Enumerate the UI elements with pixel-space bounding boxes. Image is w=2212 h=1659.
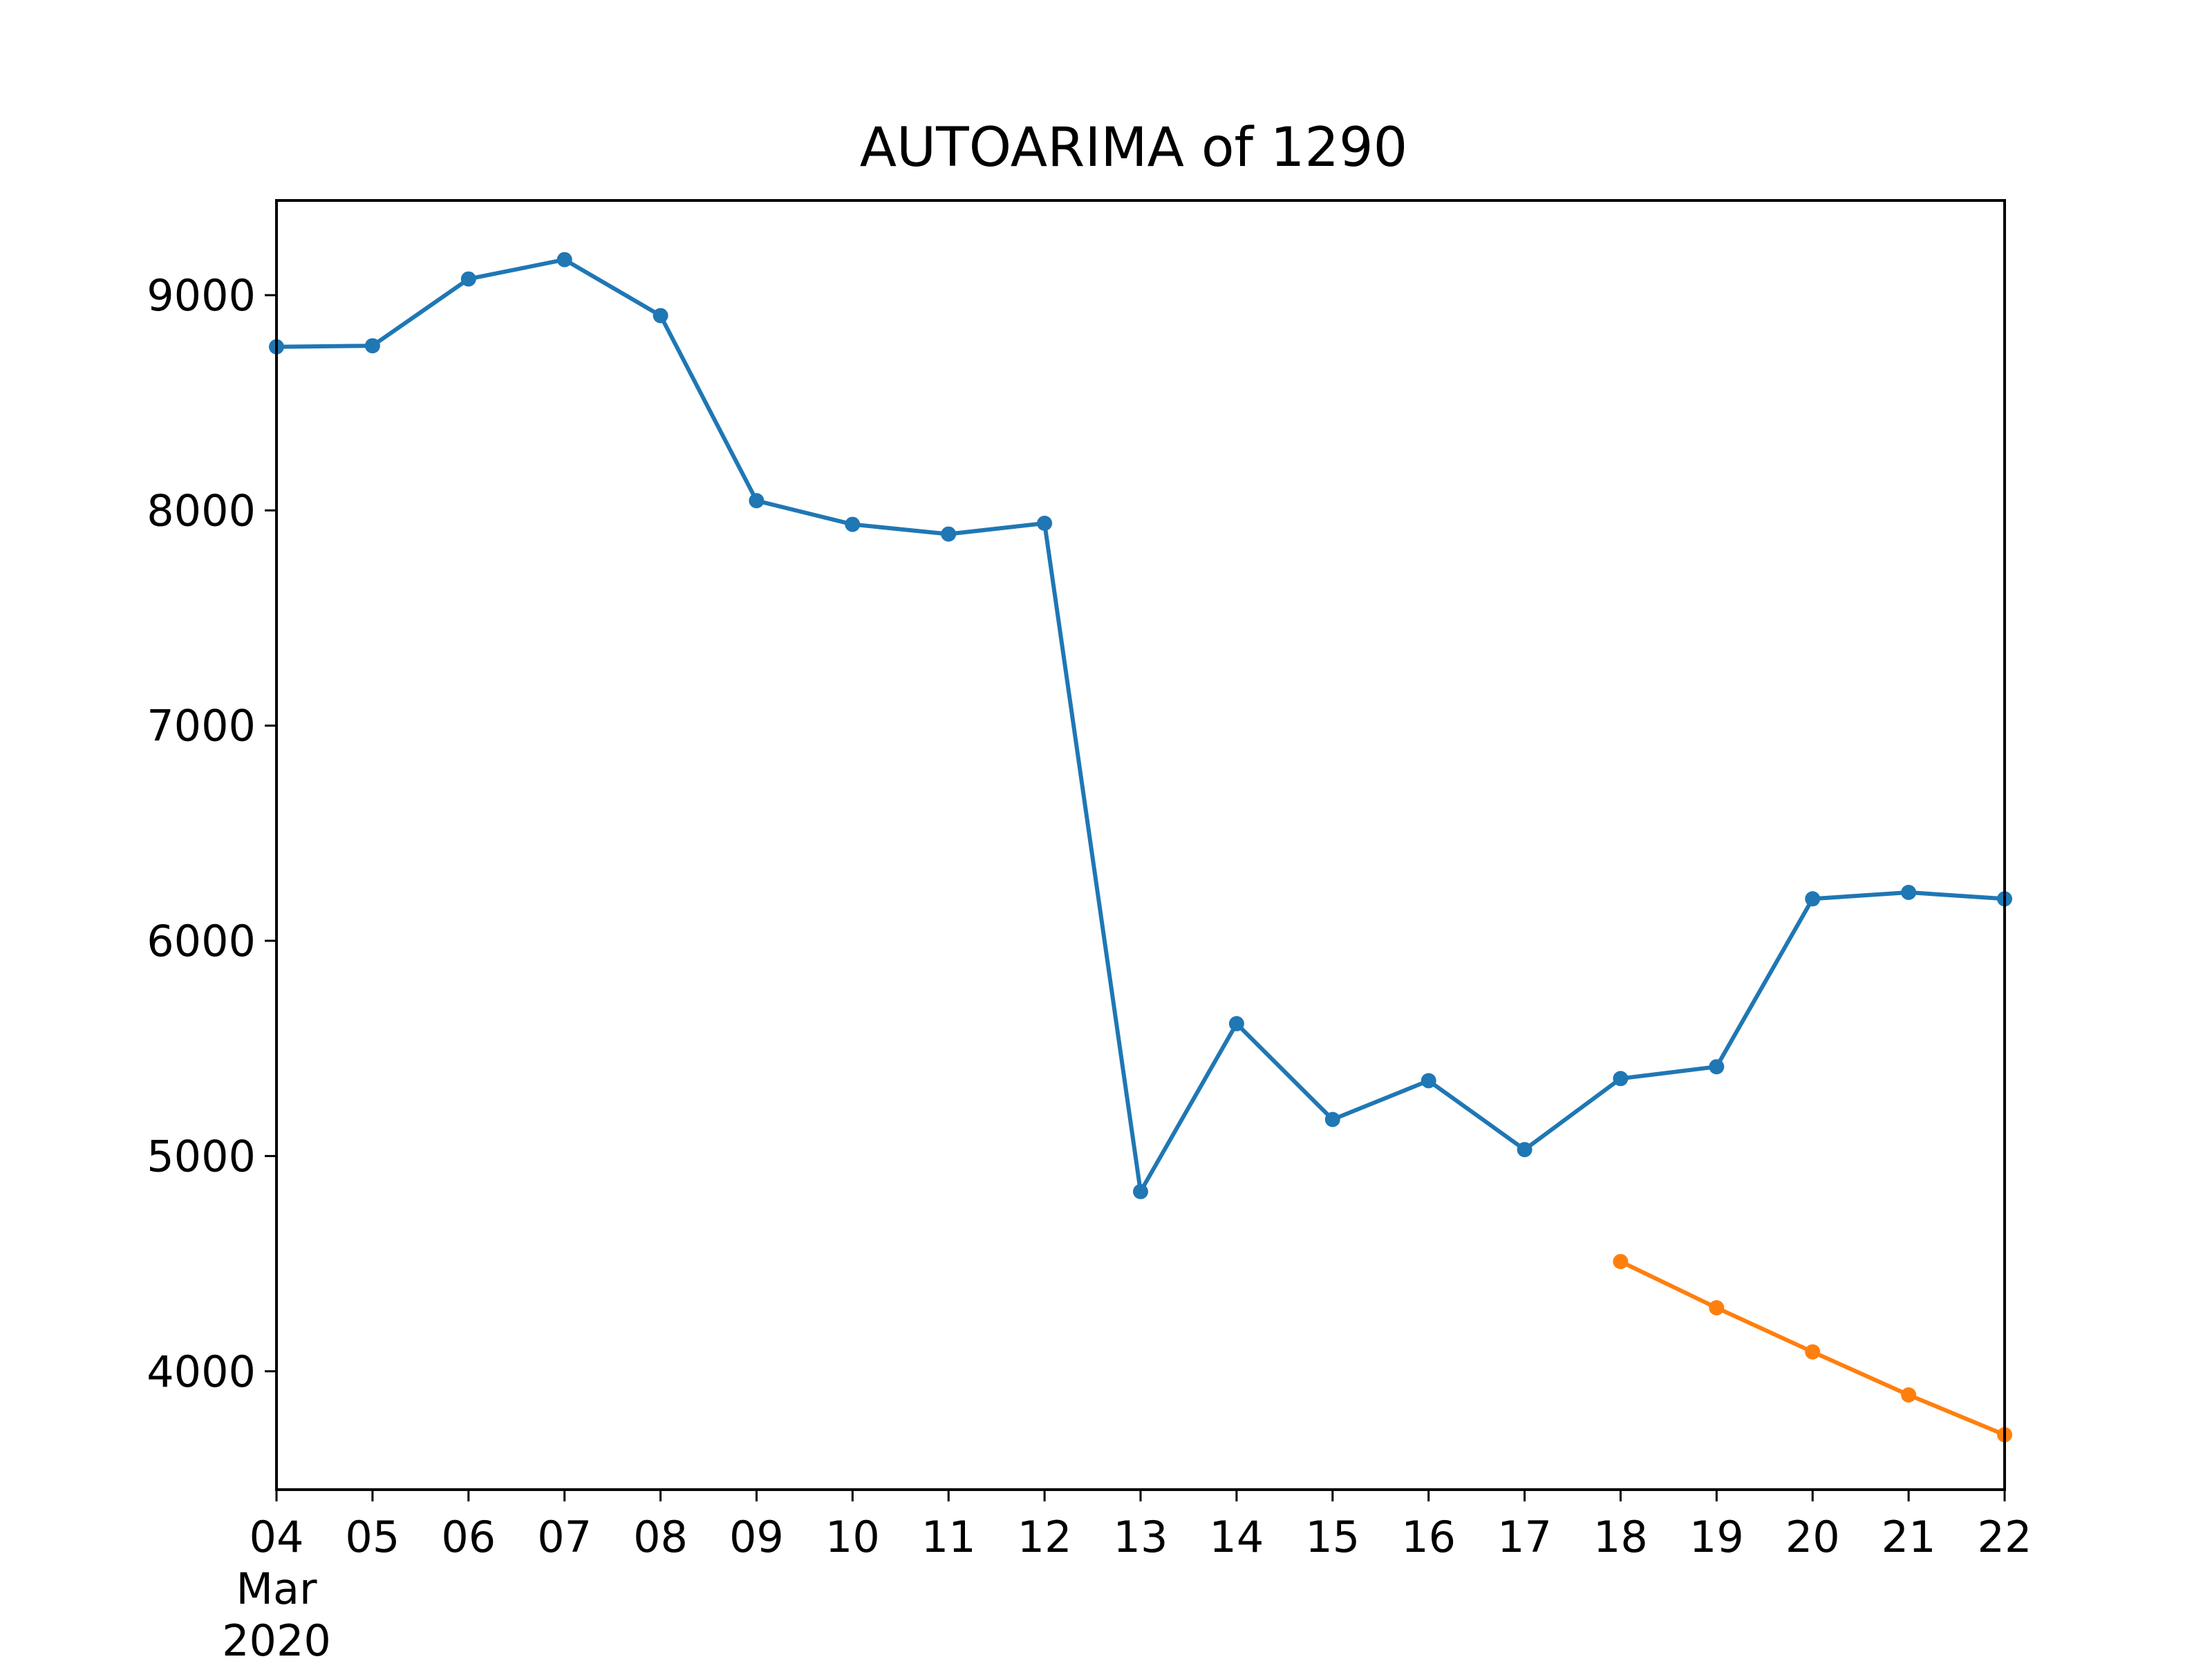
- x-tick-label: 15: [1305, 1512, 1360, 1562]
- x-tick-label: 20: [1785, 1512, 1840, 1562]
- x-tick-label: 10: [825, 1512, 880, 1562]
- series-0-point: [364, 338, 380, 354]
- x-tick-label: 11: [921, 1512, 976, 1562]
- series-1-point: [1805, 1344, 1821, 1360]
- y-tick-label: 6000: [147, 916, 256, 966]
- x-tick-label: 07: [537, 1512, 592, 1562]
- x-tick-label: 12: [1018, 1512, 1072, 1562]
- y-tick-label: 7000: [147, 701, 256, 751]
- series-0-point: [1037, 516, 1053, 531]
- series-1-point: [1613, 1254, 1629, 1269]
- x-tick-label: 09: [729, 1512, 784, 1562]
- series-0-point: [1613, 1071, 1629, 1087]
- x-tick-label: 05: [345, 1512, 400, 1562]
- x-tick-label: 21: [1882, 1512, 1936, 1562]
- series-0-point: [460, 271, 476, 287]
- plot-area: [269, 252, 2012, 1443]
- series-0-point: [1324, 1112, 1340, 1127]
- series-0-point: [1133, 1183, 1148, 1199]
- x-tick-label: 22: [1978, 1512, 2032, 1562]
- x-tick-label: 06: [441, 1512, 496, 1562]
- y-tick-label: 9000: [147, 270, 256, 321]
- x-tick-sublabel: 2020: [222, 1615, 331, 1659]
- series-0-point: [556, 252, 572, 268]
- x-axis: 04 05 06 07 08 09 10 11 12 13 14 15 16 17 18 19 20 21 22 Ma…: [222, 1490, 2032, 1659]
- y-tick-label: 8000: [147, 485, 256, 536]
- series-0-point: [749, 493, 765, 509]
- y-tick-label: 5000: [147, 1131, 256, 1181]
- x-tick-label: 13: [1114, 1512, 1168, 1562]
- series-0-point: [1421, 1073, 1436, 1089]
- series-0-point: [1517, 1142, 1533, 1158]
- x-tick-label: 04: [250, 1512, 304, 1562]
- x-tick-label: 17: [1497, 1512, 1552, 1562]
- x-tick-sublabel: Mar: [236, 1564, 317, 1614]
- chart-title: AUTOARIMA of 1290: [860, 117, 1408, 179]
- series-1-point: [1901, 1387, 1917, 1403]
- series-1-point: [1709, 1300, 1725, 1315]
- x-tick-label: 18: [1593, 1512, 1648, 1562]
- series-0-point: [941, 526, 957, 542]
- series-0-point: [845, 516, 861, 532]
- series-0-point: [1709, 1059, 1725, 1075]
- y-tick-label: 4000: [147, 1347, 256, 1397]
- series-0-point: [1901, 885, 1917, 900]
- series-0-point: [653, 308, 668, 324]
- x-tick-label: 16: [1401, 1512, 1456, 1562]
- x-tick-label: 08: [633, 1512, 688, 1562]
- x-tick-label: 19: [1689, 1512, 1744, 1562]
- series-0-point: [1805, 891, 1821, 907]
- series-0-point: [1228, 1015, 1244, 1031]
- y-axis: 4000 5000 6000 7000 8000 9000: [147, 270, 276, 1397]
- x-tick-label: 14: [1209, 1512, 1264, 1562]
